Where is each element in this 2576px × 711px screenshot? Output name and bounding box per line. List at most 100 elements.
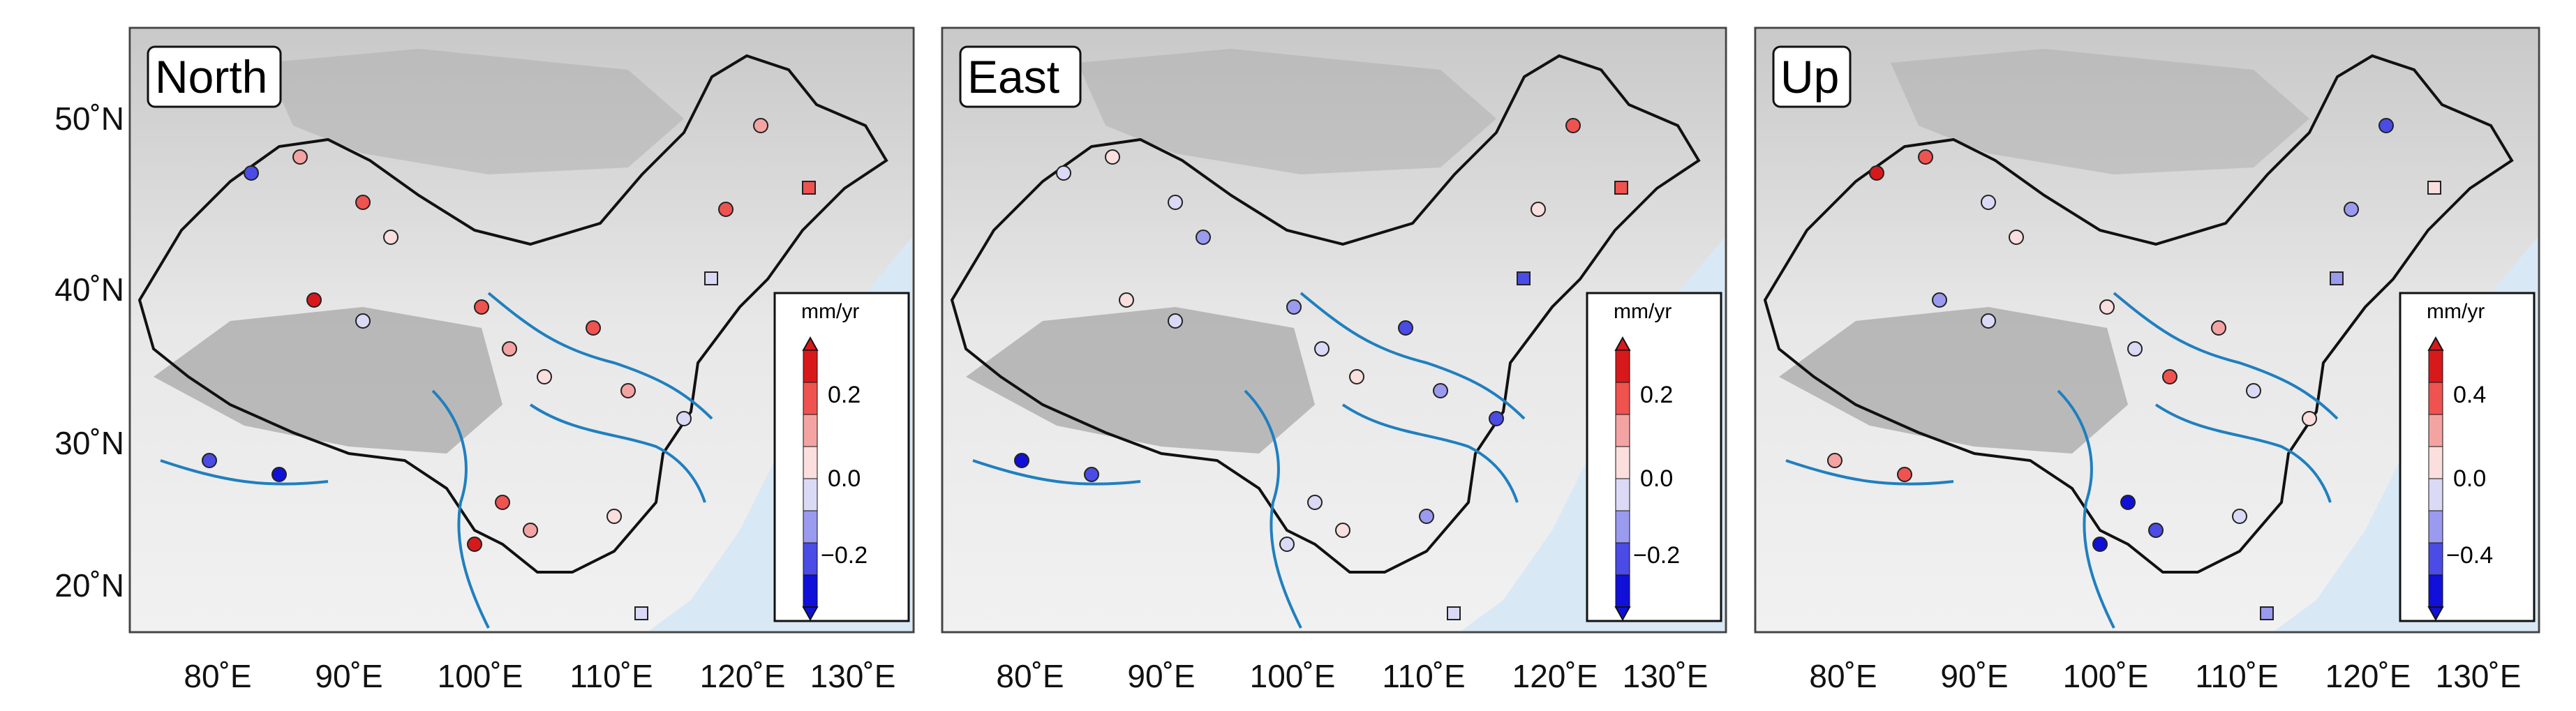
colorbar-class-3 [2428,414,2443,447]
colorbar-unit: mm/yr [801,300,859,323]
station-marker [1981,313,1996,329]
colorbar-class-7 [803,542,818,576]
station-marker [2092,537,2108,552]
x-label-110e: 110˚E [1382,658,1465,694]
colorbar-class-6 [803,510,818,544]
panel-up: Up mm/yr 0.4 0.0 −0.4 [1754,27,2540,634]
station-marker [2344,202,2359,217]
river [160,459,329,486]
colorbar-class-4 [2428,446,2443,479]
river [972,459,1141,486]
station-marker [355,313,371,329]
x-label-90e: 90˚E [1940,658,2008,694]
mongolia-shading [265,49,684,174]
station-marker [1489,411,1504,426]
station-marker [2330,271,2344,285]
colorbar-bottom-arrow [2427,606,2444,622]
station-marker [2148,523,2164,538]
panel-north: North mm/yr 0.2 0.0 −0.2 [128,27,915,634]
station-marker [537,369,552,384]
panel-title: North [155,51,267,103]
station-marker [1447,606,1461,620]
x-label-130e: 130˚E [1623,658,1708,694]
station-marker [676,411,692,426]
mongolia-shading [1891,49,2309,174]
station-marker [2260,606,2274,620]
station-marker [2099,299,2115,315]
colorbar-tick-label: −0.4 [2446,542,2493,569]
panel-title-box [959,45,1082,108]
colorbar-class-7 [2428,542,2443,576]
colorbar-tick-label: 0.2 [828,382,861,408]
colorbar-class-2 [803,382,818,415]
panel-title: Up [1780,51,1839,103]
plateau-shading [966,307,1315,454]
station-marker [2302,411,2317,426]
x-label-110e: 110˚E [2195,658,2278,694]
river [1785,459,1954,486]
station-marker [292,149,308,165]
colorbar-box [773,292,910,622]
x-label-90e: 90˚E [1127,658,1195,694]
colorbar-class-1 [2428,350,2443,383]
station-marker [1398,320,1413,336]
colorbar-class-6 [1615,510,1630,544]
station-marker [1119,292,1134,308]
colorbar-tick-label: 0.0 [828,465,861,492]
station-marker [1307,495,1323,510]
station-marker [1314,341,1330,357]
station-marker [1897,467,1912,482]
x-label-120e: 120˚E [1512,658,1598,694]
station-marker [1196,230,1211,245]
station-marker [802,181,816,195]
station-marker [2427,181,2441,195]
station-marker [1279,537,1295,552]
station-marker [355,195,371,210]
station-marker [1084,467,1099,482]
station-marker [2120,495,2136,510]
station-marker [1419,509,1434,524]
station-marker [718,202,734,217]
river [529,403,706,503]
x-axis-labels-north: 80˚E 90˚E 100˚E 110˚E 120˚E 130˚E [184,658,895,694]
colorbar-class-4 [803,446,818,479]
river [2057,389,2115,629]
station-marker [1918,149,1933,165]
colorbar: mm/yr 0.4 0.0 −0.4 [2399,292,2536,622]
station-marker [202,453,217,468]
x-label-100e: 100˚E [1250,658,1336,694]
river [1244,389,1302,629]
x-label-80e: 80˚E [996,658,1064,694]
panel-title-box [1772,45,1852,108]
colorbar-box [2399,292,2536,622]
colorbar-tick-label: 0.0 [1640,465,1673,492]
station-marker [2211,320,2226,336]
x-label-100e: 100˚E [438,658,523,694]
station-marker [2127,341,2143,357]
colorbar: mm/yr 0.2 0.0 −0.2 [773,292,910,622]
station-marker [1517,271,1531,285]
y-label-20n: 20˚N [54,567,124,604]
station-marker [753,118,768,133]
colorbar-tick-label: −0.2 [1633,542,1680,569]
x-label-80e: 80˚E [184,658,251,694]
station-marker [1335,523,1350,538]
station-marker [1565,118,1581,133]
station-marker [620,383,636,398]
station-marker [1433,383,1448,398]
colorbar-tick-label: 0.4 [2453,382,2486,408]
colorbar-tick-label: 0.0 [2453,465,2486,492]
river [2154,403,2332,503]
colorbar-class-5 [2428,478,2443,511]
plateau-shading [1779,307,2128,454]
station-marker [634,606,648,620]
station-marker [1349,369,1364,384]
x-label-120e: 120˚E [2325,658,2411,694]
station-marker [467,537,482,552]
colorbar-class-2 [1615,382,1630,415]
x-label-100e: 100˚E [2063,658,2149,694]
china-border [1763,54,2514,574]
china-border [950,54,1701,574]
station-marker [704,271,718,285]
